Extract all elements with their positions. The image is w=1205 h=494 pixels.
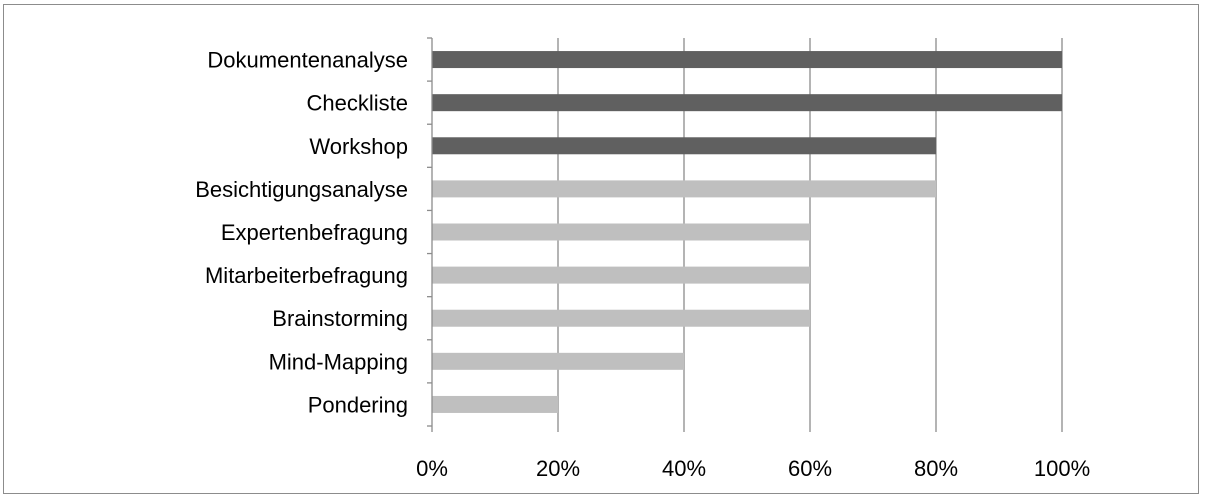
category-label: Workshop [309, 134, 408, 159]
x-tick-label: 80% [914, 456, 958, 481]
x-tick-label: 60% [788, 456, 832, 481]
bar-workshop [432, 137, 936, 155]
category-label: Brainstorming [272, 306, 408, 331]
x-tick-label: 100% [1034, 456, 1090, 481]
category-label: Expertenbefragung [221, 220, 408, 245]
chart-frame [3, 4, 1199, 494]
bars [432, 51, 1062, 413]
bar-besichtigungsanalyse [432, 180, 936, 198]
y-axis [427, 37, 1063, 432]
bar-dokumentenanalyse [432, 51, 1062, 69]
bar-brainstorming [432, 309, 810, 327]
x-tick-label: 0% [416, 456, 448, 481]
bar-expertenbefragung [432, 223, 810, 241]
category-label: Pondering [308, 392, 408, 417]
x-tick-label: 20% [536, 456, 580, 481]
category-label: Besichtigungsanalyse [195, 177, 408, 202]
bar-mind-mapping [432, 352, 684, 370]
category-labels: Dokumentenanalyse Checkliste Workshop Besic… [195, 48, 408, 418]
bar-checkliste [432, 94, 1062, 112]
x-tick-label: 40% [662, 456, 706, 481]
x-tick-labels: 0% 20% 40% 60% 80% 100% [416, 456, 1090, 481]
bar-pondering [432, 395, 558, 413]
category-label: Checkliste [307, 91, 408, 116]
category-label: Dokumentenanalyse [207, 48, 408, 73]
category-label: Mitarbeiterbefragung [205, 263, 408, 288]
bar-mitarbeiterbefragung [432, 266, 810, 284]
category-label: Mind-Mapping [269, 349, 408, 374]
